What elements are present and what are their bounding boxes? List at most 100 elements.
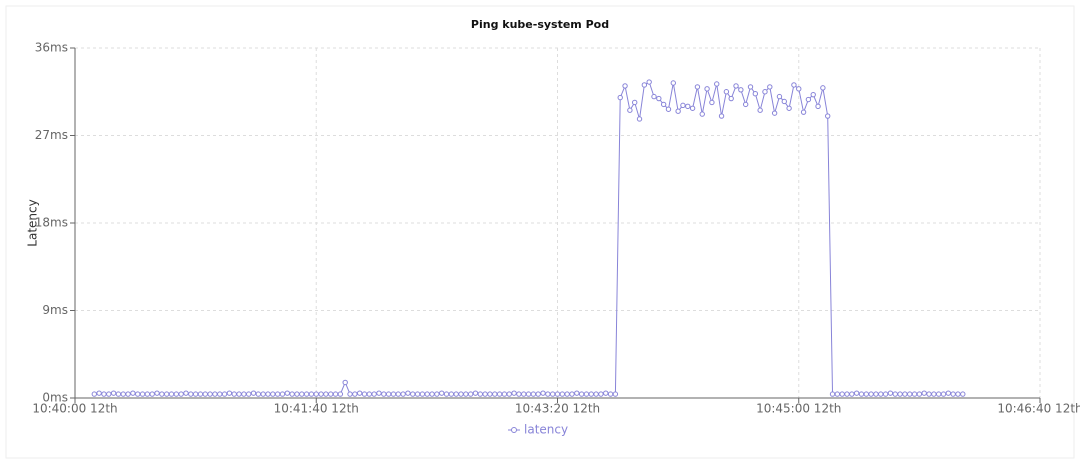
point (328, 391, 334, 397)
point (535, 391, 541, 397)
point (419, 391, 426, 397)
x-tick-label: 10:45:00 12th (756, 402, 841, 416)
point (665, 106, 672, 112)
point (303, 391, 310, 397)
point (356, 390, 363, 396)
point (733, 83, 739, 89)
point (221, 391, 228, 397)
point (246, 391, 252, 397)
point (612, 391, 619, 397)
point (390, 391, 397, 397)
x-tick-label: 10:46:40 12th (997, 402, 1080, 416)
point (188, 391, 194, 397)
point (825, 113, 831, 119)
point (849, 391, 855, 397)
point (931, 391, 937, 397)
point (429, 391, 435, 397)
point (786, 105, 792, 111)
y-tick-label: 9ms (42, 303, 68, 317)
point (554, 391, 561, 397)
point (265, 391, 271, 397)
point (414, 391, 421, 397)
point (516, 391, 522, 397)
point (689, 105, 696, 111)
point (791, 82, 797, 88)
y-tick-label: 18ms (35, 216, 68, 230)
point (887, 390, 894, 396)
point (366, 391, 373, 397)
x-tick-label: 10:43:20 12th (515, 402, 600, 416)
point (231, 391, 237, 397)
point (907, 391, 913, 397)
x-tick-label: 10:40:00 12th (32, 402, 117, 416)
point (439, 390, 445, 396)
point (670, 80, 676, 86)
point (762, 89, 768, 95)
point (381, 391, 387, 397)
point (163, 391, 170, 397)
point (646, 79, 652, 85)
point (115, 391, 122, 397)
point (197, 391, 204, 397)
point (878, 391, 884, 397)
point (168, 391, 175, 397)
point (574, 390, 580, 396)
point (255, 391, 262, 397)
point (636, 116, 643, 122)
point (656, 95, 662, 102)
point (699, 111, 705, 117)
point (299, 391, 305, 397)
point (540, 390, 546, 396)
point (347, 391, 353, 397)
point (530, 391, 537, 397)
y-axis-label: Latency (26, 199, 40, 246)
point (472, 390, 479, 396)
point (458, 391, 464, 397)
point (911, 391, 918, 397)
point (125, 391, 131, 397)
point (564, 391, 570, 397)
point (434, 391, 440, 397)
point (882, 391, 889, 397)
point (159, 391, 165, 397)
point (149, 391, 155, 397)
point (796, 86, 802, 92)
point (289, 391, 295, 397)
point (675, 108, 681, 114)
point (217, 391, 223, 397)
point (236, 391, 242, 397)
point (603, 390, 609, 396)
point (385, 391, 392, 397)
point (752, 90, 759, 97)
point (371, 391, 377, 397)
point (308, 391, 315, 397)
point (598, 391, 604, 397)
point (926, 391, 932, 397)
point (207, 391, 213, 397)
point (902, 391, 908, 397)
point (448, 391, 455, 397)
point (106, 391, 112, 397)
point (545, 391, 551, 397)
point (482, 391, 488, 397)
legend-swatch (511, 427, 517, 433)
point (270, 391, 276, 397)
point (342, 379, 348, 386)
point (96, 390, 102, 396)
point (274, 391, 281, 397)
legend-label: latency (524, 423, 568, 437)
point (738, 87, 744, 93)
point (183, 390, 189, 396)
point (714, 81, 720, 87)
point (501, 391, 508, 397)
point (767, 84, 773, 90)
point (521, 391, 527, 397)
point (154, 390, 160, 396)
point (487, 391, 493, 397)
point (144, 391, 151, 397)
point (718, 113, 725, 119)
point (853, 390, 860, 396)
y-tick-label: 0ms (42, 391, 68, 405)
point (950, 391, 956, 397)
